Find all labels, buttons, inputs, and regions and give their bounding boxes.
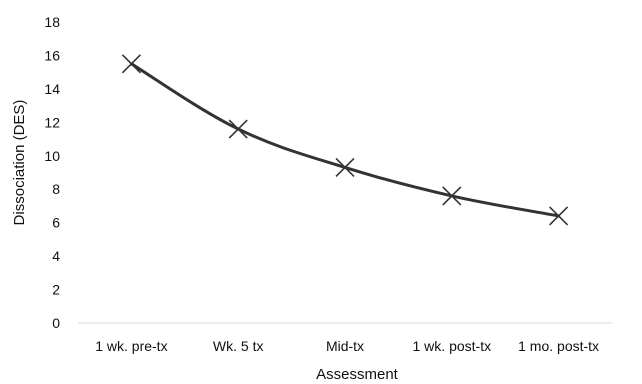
x-tick-label: 1 wk. pre-tx — [95, 338, 167, 354]
x-tick-label: 1 mo. post-tx — [518, 338, 599, 354]
y-tick-label: 14 — [44, 81, 60, 97]
data-point-marker — [442, 186, 462, 206]
x-axis-title: Assessment — [316, 366, 399, 383]
x-axis-ticks: 1 wk. pre-tx Wk. 5 tx Mid-tx 1 wk. post-tx 1… — [95, 338, 599, 354]
data-point-marker — [549, 206, 569, 226]
y-tick-label: 2 — [52, 282, 60, 298]
y-tick-label: 4 — [52, 248, 60, 264]
y-axis-title: Dissociation (DES) — [11, 100, 28, 226]
y-tick-label: 16 — [44, 47, 60, 63]
data-point-marker — [335, 157, 355, 178]
data-point-marker — [228, 119, 248, 139]
series-layer — [121, 54, 569, 226]
y-tick-label: 18 — [44, 14, 60, 30]
y-tick-label: 0 — [52, 315, 60, 331]
x-tick-label: Mid-tx — [326, 338, 364, 354]
series-line — [129, 62, 561, 218]
data-point-marker — [121, 54, 141, 74]
x-tick-label: 1 wk. post-tx — [413, 338, 492, 354]
y-tick-label: 12 — [44, 114, 60, 130]
y-tick-label: 8 — [52, 181, 60, 197]
y-axis-ticks: 0 2 4 6 8 10 12 14 16 18 — [44, 14, 60, 331]
y-tick-label: 10 — [44, 148, 60, 164]
y-tick-label: 6 — [52, 215, 60, 231]
x-tick-label: Wk. 5 tx — [213, 338, 264, 354]
